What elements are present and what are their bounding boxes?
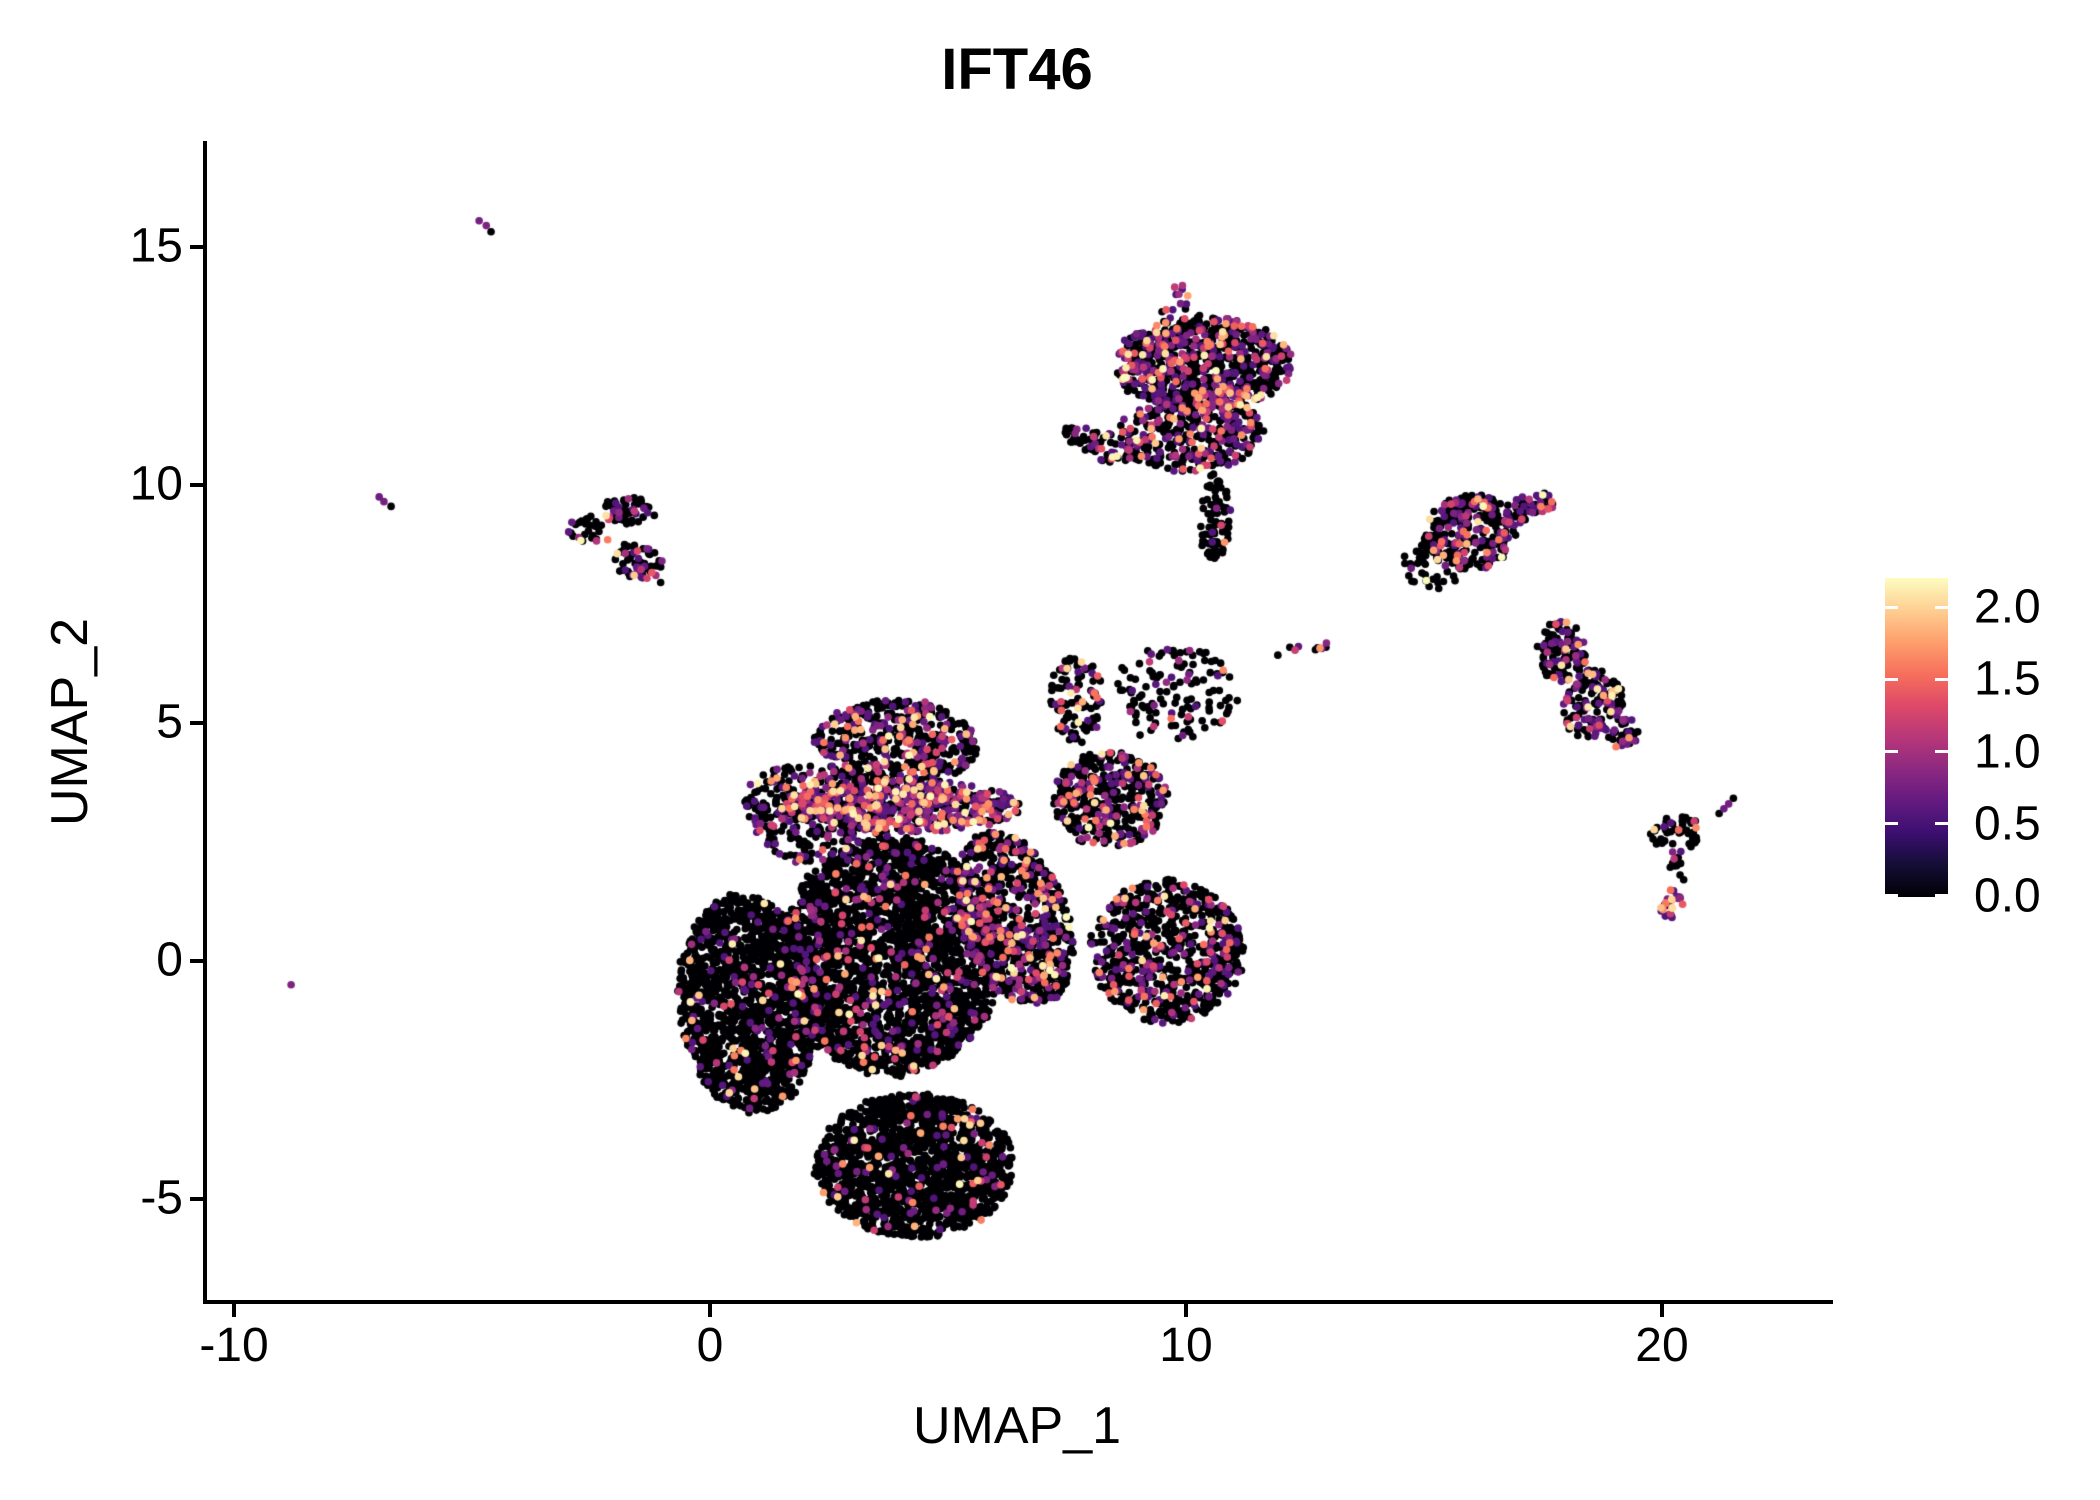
x-tick-mark — [708, 1303, 712, 1317]
y-tick-label: 15 — [129, 219, 183, 273]
colorbar-tick-mark — [1885, 750, 1898, 753]
y-tick-label: 10 — [129, 457, 183, 511]
colorbar-tick-label: 1.5 — [1974, 652, 2041, 706]
y-tick-mark — [190, 959, 204, 963]
colorbar-tick-mark — [1885, 677, 1898, 681]
colorbar-tick-label: 2.0 — [1974, 580, 2041, 634]
x-tick-label: 0 — [696, 1319, 724, 1372]
x-axis-line — [203, 1300, 1833, 1304]
plot-title: IFT46 — [941, 37, 1093, 102]
y-tick-label: 5 — [156, 695, 183, 749]
y-axis-line — [203, 141, 207, 1304]
colorbar-tick-mark — [1885, 605, 1898, 609]
colorbar-tick-mark — [1935, 677, 1948, 681]
y-tick-mark — [190, 483, 204, 487]
colorbar-tick-label: 0.0 — [1974, 869, 2041, 923]
x-tick-mark — [232, 1303, 236, 1317]
colorbar-tick-mark — [1935, 822, 1948, 826]
y-tick-mark — [190, 1197, 204, 1201]
x-tick-mark — [1660, 1303, 1664, 1317]
y-tick-mark — [190, 245, 204, 249]
colorbar-tick-mark — [1935, 605, 1948, 609]
x-axis-title: UMAP_1 — [912, 1397, 1122, 1455]
x-tick-label: -10 — [199, 1319, 269, 1372]
colorbar-tick-label: 0.5 — [1974, 797, 2041, 851]
y-tick-label: -5 — [140, 1171, 183, 1225]
colorbar-tick-mark — [1885, 894, 1898, 897]
y-axis-title: UMAP_2 — [41, 617, 99, 827]
colorbar-tick-mark — [1935, 750, 1948, 753]
colorbar-tick-label: 1.0 — [1974, 725, 2041, 778]
y-tick-label: 0 — [156, 933, 183, 987]
colorbar — [1885, 578, 1948, 897]
colorbar-tick-mark — [1935, 894, 1948, 897]
x-tick-label: 20 — [1635, 1319, 1689, 1372]
y-tick-mark — [190, 721, 204, 725]
x-tick-label: 10 — [1159, 1319, 1213, 1372]
colorbar-tick-mark — [1885, 822, 1898, 826]
x-tick-mark — [1184, 1303, 1188, 1317]
